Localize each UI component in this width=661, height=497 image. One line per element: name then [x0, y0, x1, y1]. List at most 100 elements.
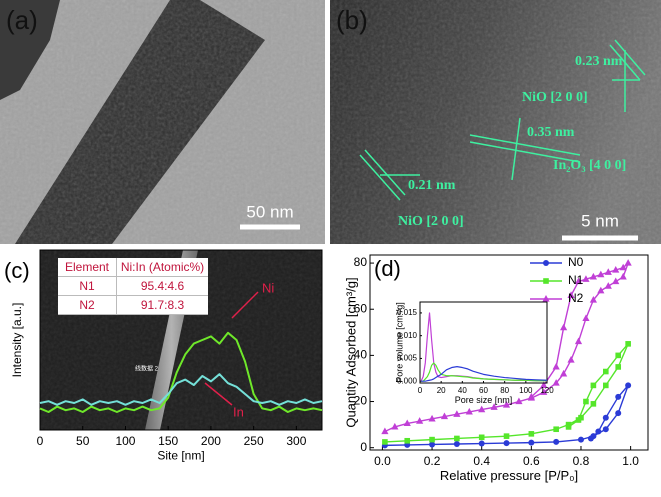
x-tick-label: 0.4 [473, 454, 490, 468]
series-line [421, 366, 548, 382]
y-tick-label: 40 [354, 348, 368, 362]
point [478, 440, 485, 447]
point [615, 410, 622, 417]
annotation: NiO [2 0 0] [398, 214, 464, 229]
plot-frame [419, 301, 548, 384]
x-tick-label: 0 [418, 386, 423, 395]
point [619, 272, 627, 280]
y-axis-label: Intensity [a.u.] [10, 303, 24, 378]
x-tick-label: 100 [519, 386, 533, 395]
nanorod-texture [15, 0, 265, 244]
point [615, 352, 622, 359]
point [595, 428, 602, 435]
scale-text: 5 nm [581, 211, 619, 230]
panel-b: 0.23 nm NiO [2 0 0] 0.35 nm In₂O₃ [4 0 0… [330, 0, 661, 244]
point [428, 414, 436, 422]
point [416, 417, 424, 424]
panel-label: (a) [6, 5, 38, 35]
annotation-arrow [231, 291, 259, 319]
point [604, 282, 612, 289]
annotation: 线数据 2 [135, 365, 159, 373]
x-tick-label: 250 [244, 434, 264, 448]
point [502, 401, 511, 408]
legend-marker [543, 260, 549, 266]
point [597, 286, 605, 294]
point [553, 438, 560, 445]
point [577, 436, 584, 443]
point [553, 426, 559, 433]
point [540, 388, 548, 395]
point [404, 437, 411, 444]
x-tick-label: 0.0 [374, 454, 391, 468]
x-tick-label: 50 [76, 434, 90, 448]
x-tick-label: 0.8 [573, 454, 590, 468]
table-cell: 95.4:4.6 [116, 276, 208, 296]
point [540, 381, 548, 388]
point [574, 277, 583, 285]
lattice-marks [359, 39, 646, 201]
table-cell: N2 [58, 295, 117, 315]
point [603, 368, 609, 375]
y-tick-label: 0.010 [397, 331, 418, 340]
y-tick-label: 0.000 [397, 376, 418, 385]
table-header: Ni:In (Atomic%) [116, 258, 208, 277]
panel-a: 50 nm (a) [0, 0, 325, 244]
point [552, 379, 560, 386]
point [615, 364, 622, 370]
point [565, 424, 572, 430]
x-tick-label: 200 [201, 434, 221, 448]
x-tick-label: 0.6 [523, 454, 540, 468]
point [575, 417, 582, 423]
y-tick-label: 0 [360, 440, 367, 454]
point [604, 268, 612, 275]
point [560, 323, 568, 331]
panel-label: (c) [4, 258, 30, 283]
panel-label: (d) [374, 256, 401, 281]
x-tick-label: 300 [286, 434, 306, 448]
point [429, 436, 435, 443]
x-tick-label: 120 [540, 386, 554, 395]
point [619, 263, 627, 271]
point [453, 410, 461, 417]
point [429, 441, 436, 448]
series-line [39, 331, 323, 413]
series-line [39, 373, 323, 406]
point [582, 314, 590, 322]
particle [0, 0, 60, 100]
point [582, 275, 590, 282]
annotation: In₂O₃ [4 0 0] [553, 158, 626, 173]
point [567, 291, 575, 298]
point [574, 337, 583, 345]
x-axis-label: Pore size [nm] [455, 395, 513, 405]
panel-label: (b) [336, 5, 368, 35]
point [528, 431, 535, 437]
point [597, 270, 605, 278]
point [589, 272, 597, 280]
point [528, 439, 535, 446]
point [587, 435, 594, 442]
point [503, 433, 510, 439]
point [583, 398, 589, 405]
legend-marker [542, 295, 550, 302]
point [603, 382, 609, 389]
x-tick-label: 150 [158, 434, 178, 448]
point [478, 405, 486, 413]
y-tick-label: 0.015 [397, 308, 418, 317]
point [527, 392, 535, 400]
table-header: Element [58, 258, 117, 277]
y-tick-label: 60 [354, 301, 368, 315]
point [612, 266, 620, 273]
annotation: NiO [2 0 0] [522, 90, 588, 105]
point [590, 401, 597, 407]
series-line [421, 362, 547, 382]
x-tick-label: 0 [37, 434, 44, 448]
point [589, 296, 597, 303]
x-axis-label: Relative pressure [P/P₀] [440, 468, 578, 483]
point [552, 362, 560, 370]
x-tick-label: 60 [479, 386, 488, 395]
point [440, 412, 449, 420]
point [391, 422, 399, 430]
x-tick-label: 100 [115, 434, 135, 448]
composition-table: Element Ni:In (Atomic%) N1 95.4:4.6 N2 91.7… [58, 258, 208, 315]
